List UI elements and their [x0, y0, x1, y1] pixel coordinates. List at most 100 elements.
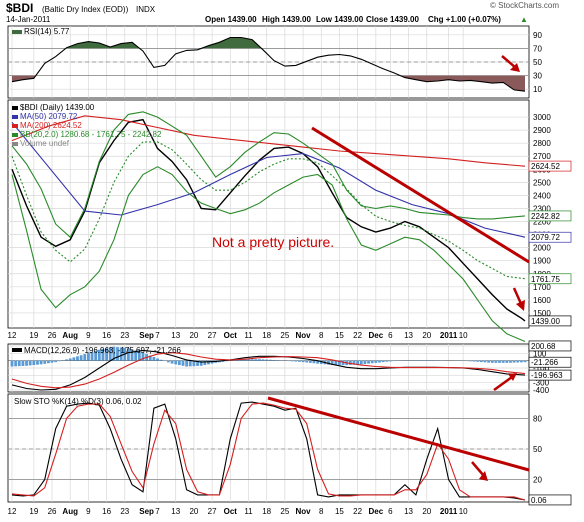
stoch-label: Slow STO %K(14) %D(3) 0.06, 0.02 [14, 397, 142, 406]
annotation-note: Not a pretty picture. [212, 234, 334, 250]
macd-histogram-bar [11, 361, 14, 367]
macd-histogram-bar [178, 361, 181, 365]
exchange-label: INDX [136, 5, 156, 14]
legend-swatch-ma50 [12, 115, 18, 119]
macd-histogram-bar [171, 361, 174, 364]
change-up-icon: ▲ [520, 15, 528, 24]
x-tick-label: 20 [189, 331, 198, 340]
legend-entry-ma50: MA(50) 2079.72 [20, 112, 78, 121]
macd-histogram-bar [505, 361, 508, 363]
legend-swatch-ma200 [12, 124, 18, 128]
macd-histogram-bar [32, 361, 35, 365]
macd-histogram-bar [516, 361, 519, 363]
rsi-y-tick: 10 [533, 85, 542, 94]
macd-legend: MACD(12,26,9) -196.963, -175.697, -21.26… [12, 346, 182, 355]
x-tick-label-bottom: 23 [120, 507, 129, 516]
macd-histogram-bar [174, 361, 177, 365]
macd-histogram-bar [367, 361, 370, 364]
legend-swatch-vol [12, 142, 18, 146]
rsi-y-tick: 70 [533, 44, 542, 53]
x-tick-label: 15 [335, 331, 344, 340]
x-tick-label: 16 [102, 331, 111, 340]
x-tick-label: 9 [86, 331, 91, 340]
x-tick-label: Oct [224, 331, 238, 340]
x-tick-label: 12 [8, 331, 17, 340]
macd-histogram-bar [76, 356, 79, 360]
rsi-y-tick: 90 [533, 31, 542, 40]
value-tag-label: 2242.82 [531, 212, 560, 221]
rsi-legend-swatch [12, 30, 22, 34]
value-tag-label: 200.68 [531, 342, 556, 351]
x-tick-label: 6 [388, 331, 393, 340]
macd-histogram-bar [14, 361, 17, 367]
macd-histogram-bar [273, 360, 276, 361]
macd-histogram-bar [313, 361, 316, 364]
low-value: Low 1439.00 [316, 15, 364, 24]
macd-histogram-bar [65, 359, 68, 360]
macd-histogram-bar [480, 361, 483, 362]
x-tick-label: 19 [29, 331, 38, 340]
price-y-tick: 2400 [533, 191, 551, 200]
macd-histogram-bar [473, 361, 476, 362]
macd-histogram-bar [502, 361, 505, 363]
macd-histogram-bar [374, 361, 377, 363]
rsi-label: RSI(14) 5.77 [24, 27, 70, 36]
x-tick-label-bottom: 22 [353, 507, 362, 516]
rsi-y-tick: 30 [533, 72, 542, 81]
macd-histogram-bar [498, 361, 501, 363]
x-tick-label-bottom: 10 [459, 507, 468, 516]
value-tag-label: 0.06 [531, 496, 547, 505]
macd-histogram-bar [364, 361, 367, 364]
x-tick-label-bottom: 13 [404, 507, 413, 516]
macd-histogram-bar [40, 361, 43, 365]
macd-histogram-bar [185, 361, 188, 367]
x-tick-label: Aug [62, 331, 78, 340]
chart-header: $BDI (Baltic Dry Index (EOD)) INDX © Sto… [6, 1, 559, 24]
x-tick-label: 11 [244, 331, 253, 340]
x-tick-label: 10 [459, 331, 468, 340]
stoch-y-tick: 50 [533, 445, 542, 454]
value-tag-label: -21.266 [531, 358, 559, 367]
value-tag-label: -196.963 [531, 371, 563, 380]
watermark: © StockCharts.com [490, 1, 559, 10]
x-tick-label-bottom: 15 [335, 507, 344, 516]
macd-histogram-bar [291, 361, 294, 362]
macd-histogram-bar [29, 361, 32, 366]
price-y-tick: 1700 [533, 283, 551, 292]
x-tick-label-bottom: 26 [48, 507, 57, 516]
stoch-legend: Slow STO %K(14) %D(3) 0.06, 0.02 [14, 397, 142, 406]
macd-histogram-bar [189, 361, 192, 367]
close-value: Close 1439.00 [366, 15, 419, 24]
x-tick-label-bottom: Sep [139, 507, 154, 516]
x-tick-label-bottom: 27 [208, 507, 217, 516]
x-tick-label: 8 [319, 331, 324, 340]
macd-histogram-bar [152, 357, 155, 361]
price-y-tick: 2700 [533, 152, 551, 161]
stoch-y-tick: 80 [533, 414, 542, 423]
x-tick-label-bottom: Nov [296, 507, 312, 516]
macd-histogram-bar [524, 361, 527, 363]
macd-histogram-bar [251, 359, 254, 360]
x-tick-label-bottom: 11 [244, 507, 253, 516]
macd-histogram-bar [258, 359, 261, 360]
macd-histogram-bar [491, 361, 494, 363]
macd-histogram-bar [83, 354, 86, 361]
macd-histogram-bar [182, 361, 185, 366]
macd-histogram-bar [36, 361, 39, 365]
macd-histogram-bar [262, 359, 265, 360]
high-value: High 1439.00 [262, 15, 311, 24]
price-y-tick: 1900 [533, 257, 551, 266]
macd-histogram-bar [487, 361, 490, 363]
macd-histogram-bar [265, 360, 268, 361]
macd-histogram-bar [484, 361, 487, 363]
open-value: Open 1439.00 [205, 15, 257, 24]
macd-histogram-bar [160, 360, 163, 361]
x-tick-label-bottom: 13 [171, 507, 180, 516]
x-tick-label: 22 [353, 331, 362, 340]
macd-histogram-bar [302, 361, 305, 362]
price-y-tick: 2900 [533, 126, 551, 135]
macd-histogram-bar [309, 361, 312, 363]
change-value: Chg +1.00 (+0.07%) [428, 15, 501, 24]
legend-swatch-bb [12, 133, 18, 137]
